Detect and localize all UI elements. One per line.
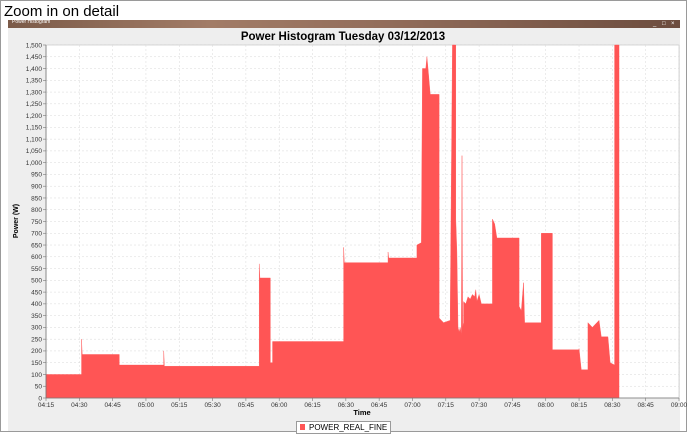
x-tick-label: 07:00 xyxy=(404,402,421,409)
x-tick-label: 09:00 xyxy=(671,402,687,409)
window-title-bar[interactable]: Power Histogram _ □ × xyxy=(8,19,680,28)
y-tick-label: 0 xyxy=(38,395,42,402)
y-tick-label: 750 xyxy=(31,219,42,226)
x-tick-label: 08:45 xyxy=(638,402,655,409)
x-tick-label: 04:30 xyxy=(71,402,88,409)
y-tick-label: 650 xyxy=(31,242,42,249)
y-tick-label: 1,500 xyxy=(26,42,43,49)
x-tick-label: 08:30 xyxy=(604,402,621,409)
close-icon[interactable]: × xyxy=(671,21,675,27)
x-tick-label: 04:15 xyxy=(38,402,55,409)
legend-swatch xyxy=(300,424,305,430)
y-tick-label: 800 xyxy=(31,207,42,214)
window-title: Power Histogram xyxy=(12,19,51,25)
minimize-icon[interactable]: _ xyxy=(653,21,657,27)
x-tick-label: 07:15 xyxy=(438,402,455,409)
x-axis-ticks: 04:15 04:30 04:45 05:00 05:15 05:30 05:45 06:00… xyxy=(38,398,687,409)
x-tick-label: 06:30 xyxy=(338,402,355,409)
x-tick-label: 05:30 xyxy=(204,402,221,409)
x-tick-label: 05:45 xyxy=(238,402,255,409)
y-axis-ticks: 0 50 100 150 200 250 300 350 400 450 500 550 600 650 7… xyxy=(26,42,46,402)
maximize-icon[interactable]: □ xyxy=(662,21,666,27)
y-tick-label: 1,350 xyxy=(26,78,43,85)
x-tick-label: 06:45 xyxy=(371,402,388,409)
y-tick-label: 850 xyxy=(31,195,42,202)
y-tick-label: 500 xyxy=(31,278,42,285)
y-tick-label: 200 xyxy=(31,348,42,355)
y-tick-label: 300 xyxy=(31,325,42,332)
x-tick-label: 06:15 xyxy=(304,402,321,409)
series-area xyxy=(45,44,620,399)
x-tick-label: 08:00 xyxy=(538,402,555,409)
x-tick-label: 07:30 xyxy=(471,402,488,409)
y-tick-label: 1,000 xyxy=(26,160,43,167)
y-tick-label: 1,050 xyxy=(26,148,43,155)
chart-title: Power Histogram Tuesday 03/12/2013 xyxy=(241,31,445,43)
x-tick-label: 04:45 xyxy=(104,402,121,409)
y-tick-label: 550 xyxy=(31,266,42,273)
y-tick-label: 100 xyxy=(31,372,42,379)
y-tick-label: 900 xyxy=(31,184,42,191)
x-axis-label: Time xyxy=(353,408,370,417)
y-tick-label: 950 xyxy=(31,172,42,179)
x-tick-label: 06:00 xyxy=(271,402,288,409)
y-tick-label: 250 xyxy=(31,336,42,343)
y-tick-label: 1,300 xyxy=(26,89,43,96)
y-tick-label: 1,200 xyxy=(26,113,43,120)
y-tick-label: 50 xyxy=(35,384,43,391)
y-tick-label: 150 xyxy=(31,360,42,367)
y-tick-label: 1,100 xyxy=(26,136,43,143)
x-tick-label: 05:00 xyxy=(138,402,155,409)
legend: POWER_REAL_FINE xyxy=(296,421,392,434)
legend-label: POWER_REAL_FINE xyxy=(309,423,388,432)
x-tick-label: 05:15 xyxy=(171,402,188,409)
y-tick-label: 700 xyxy=(31,231,42,238)
y-axis-label: Power (W) xyxy=(13,204,20,238)
y-tick-label: 1,400 xyxy=(26,66,43,73)
y-tick-label: 450 xyxy=(31,289,42,296)
x-tick-label: 07:45 xyxy=(504,402,521,409)
y-tick-label: 400 xyxy=(31,301,42,308)
y-tick-label: 1,150 xyxy=(26,125,43,132)
y-tick-label: 600 xyxy=(31,254,42,261)
y-tick-label: 350 xyxy=(31,313,42,320)
y-tick-label: 1,250 xyxy=(26,101,43,108)
y-tick-label: 1,450 xyxy=(26,54,43,61)
x-tick-label: 08:15 xyxy=(571,402,588,409)
caption-text: Zoom in on detail xyxy=(4,3,120,20)
